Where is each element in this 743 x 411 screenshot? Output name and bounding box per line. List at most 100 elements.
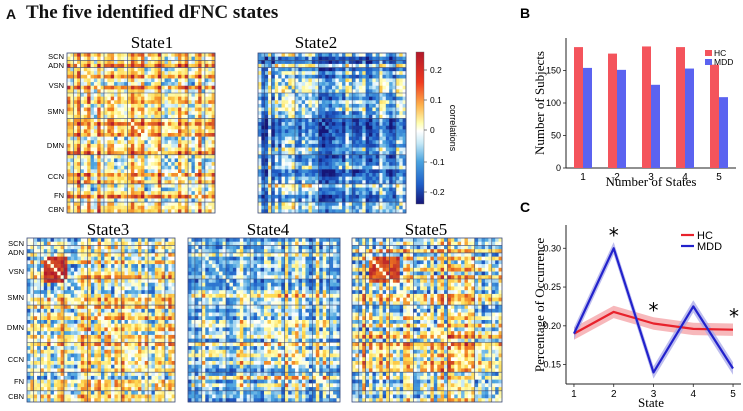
matrix-cell	[332, 71, 336, 76]
matrix-cell	[161, 293, 166, 298]
matrix-cell	[284, 183, 289, 188]
matrix-cell	[328, 111, 333, 116]
matrix-cell	[342, 143, 346, 148]
matrix-cell	[27, 275, 31, 280]
matrix-cell	[395, 140, 400, 145]
matrix-cell	[328, 151, 333, 156]
matrix-cell	[134, 151, 138, 156]
matrix-cell	[171, 290, 176, 295]
matrix-cell	[141, 129, 145, 134]
matrix-cell	[164, 107, 169, 112]
matrix-cell	[372, 151, 377, 156]
matrix-cell	[93, 100, 98, 105]
matrix-cell	[399, 209, 403, 214]
matrix-cell	[352, 198, 356, 203]
matrix-cell	[291, 53, 296, 57]
matrix-cell	[40, 249, 45, 254]
matrix-cell	[120, 143, 125, 148]
matrix-cell	[84, 323, 88, 328]
matrix-cell	[379, 198, 383, 203]
matrix-cell	[191, 89, 196, 94]
matrix-cell	[284, 67, 289, 72]
matrix-cell	[278, 129, 282, 134]
matrix-cell	[325, 129, 329, 134]
matrix-cell	[107, 290, 112, 295]
matrix-cell	[358, 56, 363, 61]
matrix-cell	[73, 63, 78, 68]
matrix-cell	[40, 252, 45, 257]
matrix-cell	[288, 114, 292, 119]
matrix-cell	[288, 60, 292, 65]
matrix-cell	[208, 183, 212, 188]
matrix-cell	[167, 82, 172, 87]
matrix-cell	[144, 301, 149, 306]
matrix-cell	[348, 162, 353, 167]
matrix-cell	[365, 100, 370, 105]
matrix-cell	[338, 169, 343, 174]
matrix-cell	[104, 93, 108, 97]
matrix-cell	[402, 60, 407, 65]
matrix-cell	[60, 264, 65, 269]
matrix-cell	[392, 169, 397, 174]
matrix-cell	[151, 107, 155, 112]
matrix-cell	[43, 297, 48, 302]
matrix-cell	[97, 103, 101, 108]
matrix-cell	[288, 82, 292, 87]
matrix-cell	[110, 162, 115, 167]
matrix-cell	[151, 323, 156, 328]
matrix-cell	[372, 85, 377, 90]
matrix-cell	[131, 327, 135, 332]
matrix-cell	[60, 323, 65, 328]
matrix-cell	[211, 56, 216, 61]
matrix-cell	[181, 136, 186, 141]
matrix-cell	[70, 275, 75, 280]
matrix-cell	[67, 191, 71, 196]
matrix-cell	[107, 293, 112, 298]
matrix-cell	[211, 103, 216, 108]
matrix-cell	[288, 71, 292, 76]
matrix-cell	[174, 74, 179, 79]
matrix-cell	[174, 133, 179, 137]
matrix-cell	[120, 180, 125, 185]
matrix-cell	[402, 67, 407, 72]
matrix-cell	[389, 202, 393, 207]
matrix-cell	[281, 56, 286, 61]
matrix-cell	[127, 165, 132, 170]
matrix-cell	[372, 63, 377, 68]
matrix-cell	[67, 67, 71, 72]
matrix-cell	[258, 56, 262, 61]
matrix-cell	[137, 154, 142, 159]
matrix-cell	[87, 320, 92, 325]
matrix-cell	[375, 89, 380, 94]
matrix-cell	[157, 133, 162, 137]
matrix-cell	[67, 256, 72, 261]
matrix-cell	[392, 180, 397, 185]
matrix-cell	[171, 209, 175, 214]
matrix-cell	[134, 308, 139, 313]
matrix-cell	[37, 260, 41, 265]
matrix-cell	[104, 260, 109, 265]
matrix-cell	[188, 194, 192, 199]
matrix-cell	[369, 125, 373, 130]
matrix-cell	[268, 165, 272, 170]
matrix-cell	[389, 140, 393, 145]
matrix-cell	[137, 96, 142, 101]
matrix-cell	[167, 136, 172, 141]
matrix-cell	[80, 209, 85, 214]
matrix-cell	[124, 191, 128, 196]
matrix-cell	[372, 103, 377, 108]
matrix-cell	[30, 267, 35, 272]
matrix-cell	[124, 151, 128, 156]
matrix-cell	[130, 173, 135, 177]
matrix-cell	[271, 82, 276, 87]
matrix-cell	[107, 147, 112, 152]
matrix-cell	[178, 71, 182, 76]
matrix-cell	[288, 103, 292, 108]
matrix-cell	[395, 78, 400, 83]
matrix-cell	[399, 198, 403, 203]
matrix-cell	[171, 194, 175, 199]
matrix-cell	[47, 282, 51, 287]
matrix-cell	[372, 154, 377, 159]
matrix-cell	[382, 151, 387, 156]
matrix-cell	[144, 271, 149, 276]
